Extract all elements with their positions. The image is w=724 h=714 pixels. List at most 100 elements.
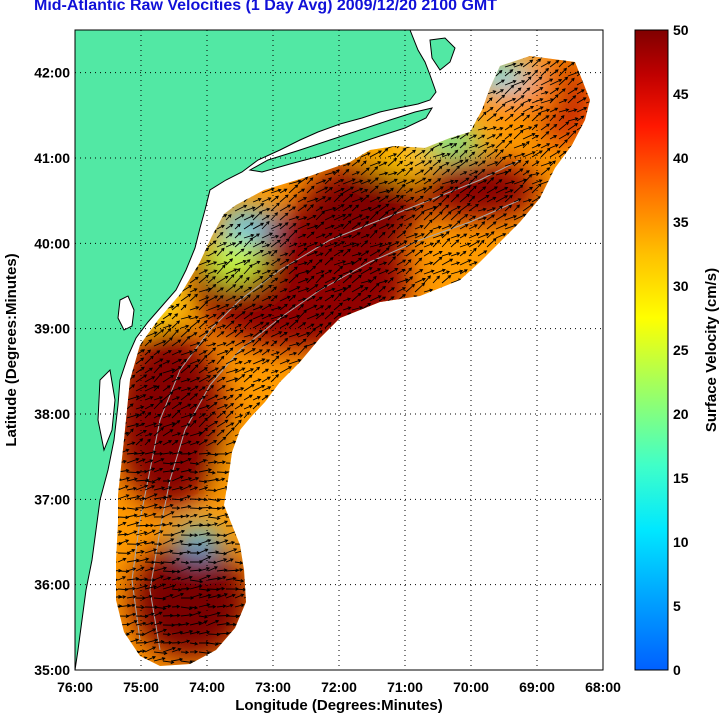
velocity-arrow (288, 294, 296, 302)
velocity-arrow (504, 161, 516, 167)
velocity-arrow (117, 515, 130, 520)
velocity-arrow (180, 403, 192, 410)
velocity-arrow (153, 329, 165, 338)
velocity-arrow (216, 349, 229, 356)
velocity-arrow (234, 579, 245, 583)
velocity-arrow (189, 621, 203, 626)
velocity-arrow (243, 251, 252, 257)
velocity-arrow (477, 149, 488, 158)
velocity-arrow (162, 429, 174, 437)
velocity-arrow (117, 494, 130, 500)
velocity-arrow (459, 149, 468, 158)
velocity-arrow (279, 265, 289, 275)
velocity-arrow (135, 540, 148, 545)
velocity-arrow (216, 261, 228, 266)
velocity-arrow (243, 312, 254, 320)
velocity-arrow (585, 98, 590, 104)
velocity-arrow (270, 223, 283, 230)
velocity-arrow (504, 153, 513, 158)
velocity-arrow (423, 219, 433, 230)
velocity-arrow (153, 486, 166, 491)
velocity-arrow (225, 368, 239, 374)
velocity-arrow (198, 459, 207, 464)
velocity-arrow (297, 278, 309, 284)
velocity-arrow (198, 548, 209, 554)
velocity-arrow (252, 358, 266, 365)
velocity-arrow (378, 203, 390, 212)
velocity-arrow (513, 168, 524, 176)
land-mass (75, 30, 456, 670)
y-tick-label: 37:00 (34, 491, 70, 507)
velocity-arrow (216, 247, 225, 257)
velocity-arrow (180, 392, 191, 401)
velocity-arrow (522, 98, 532, 104)
velocity-arrow (351, 292, 362, 302)
velocity-arrow (567, 123, 579, 131)
velocity-arrow (477, 111, 487, 122)
velocity-arrow (261, 232, 274, 239)
velocity-arrow (351, 243, 360, 248)
velocity-arrow (558, 98, 568, 104)
velocity-arrow (405, 196, 415, 203)
velocity-arrow (441, 204, 450, 212)
velocity-arrow (495, 186, 509, 194)
velocity-arrow (477, 179, 488, 185)
velocity-arrow (297, 287, 310, 293)
velocity-arrow (162, 368, 176, 374)
x-tick-label: 71:00 (387, 679, 423, 695)
velocity-arrow (423, 288, 434, 293)
velocity-arrow (225, 593, 236, 599)
velocity-arrow (387, 157, 398, 167)
velocity-arrow (459, 269, 468, 275)
velocity-arrow (189, 419, 197, 428)
velocity-arrow (207, 522, 218, 527)
velocity-arrow (315, 243, 324, 248)
velocity-arrow (225, 548, 238, 554)
velocity-arrow (126, 477, 138, 482)
velocity-arrow (270, 319, 280, 329)
velocity-arrow (234, 303, 243, 311)
velocity-arrow (171, 450, 183, 455)
velocity-arrow (135, 557, 150, 563)
velocity-arrow (180, 639, 191, 644)
velocity-arrow (558, 88, 566, 95)
velocity-arrow (198, 386, 206, 392)
velocity-arrow (540, 131, 550, 140)
velocity-arrow (315, 186, 329, 194)
velocity-arrow (153, 458, 165, 464)
velocity-arrow (162, 538, 175, 545)
velocity-arrow (162, 440, 173, 446)
velocity-arrow (342, 306, 352, 311)
velocity-arrow (153, 340, 167, 347)
velocity-arrow (162, 511, 175, 518)
velocity-arrow (477, 233, 490, 239)
colorbar-label: Surface Velocity (cm/s) (703, 268, 720, 432)
velocity-arrow (504, 69, 514, 77)
velocity-arrow (126, 403, 134, 410)
velocity-arrow (180, 495, 191, 500)
velocity-arrow (144, 404, 155, 410)
velocity-arrow (423, 178, 432, 185)
velocity-arrow (576, 97, 587, 104)
velocity-arrow (351, 159, 361, 167)
velocity-arrow (414, 210, 425, 221)
velocity-arrow (414, 277, 426, 284)
velocity-arrow (414, 169, 425, 176)
velocity-arrow (171, 576, 182, 581)
velocity-arrow (126, 586, 137, 591)
colorbar-tick-label: 25 (673, 342, 689, 358)
velocity-arrow (423, 261, 434, 266)
velocity-arrow (432, 159, 442, 167)
velocity-arrow (504, 168, 512, 176)
velocity-arrow (351, 306, 364, 311)
velocity-arrow (459, 159, 469, 167)
velocity-arrow (549, 160, 556, 167)
velocity-arrow (495, 170, 509, 176)
velocity-arrow (576, 89, 585, 95)
velocity-arrow (162, 422, 176, 428)
velocity-arrow (126, 595, 137, 599)
velocity-arrow (396, 183, 406, 194)
velocity-arrow (261, 368, 269, 374)
velocity-arrow (549, 69, 559, 77)
velocity-arrow (279, 258, 290, 266)
